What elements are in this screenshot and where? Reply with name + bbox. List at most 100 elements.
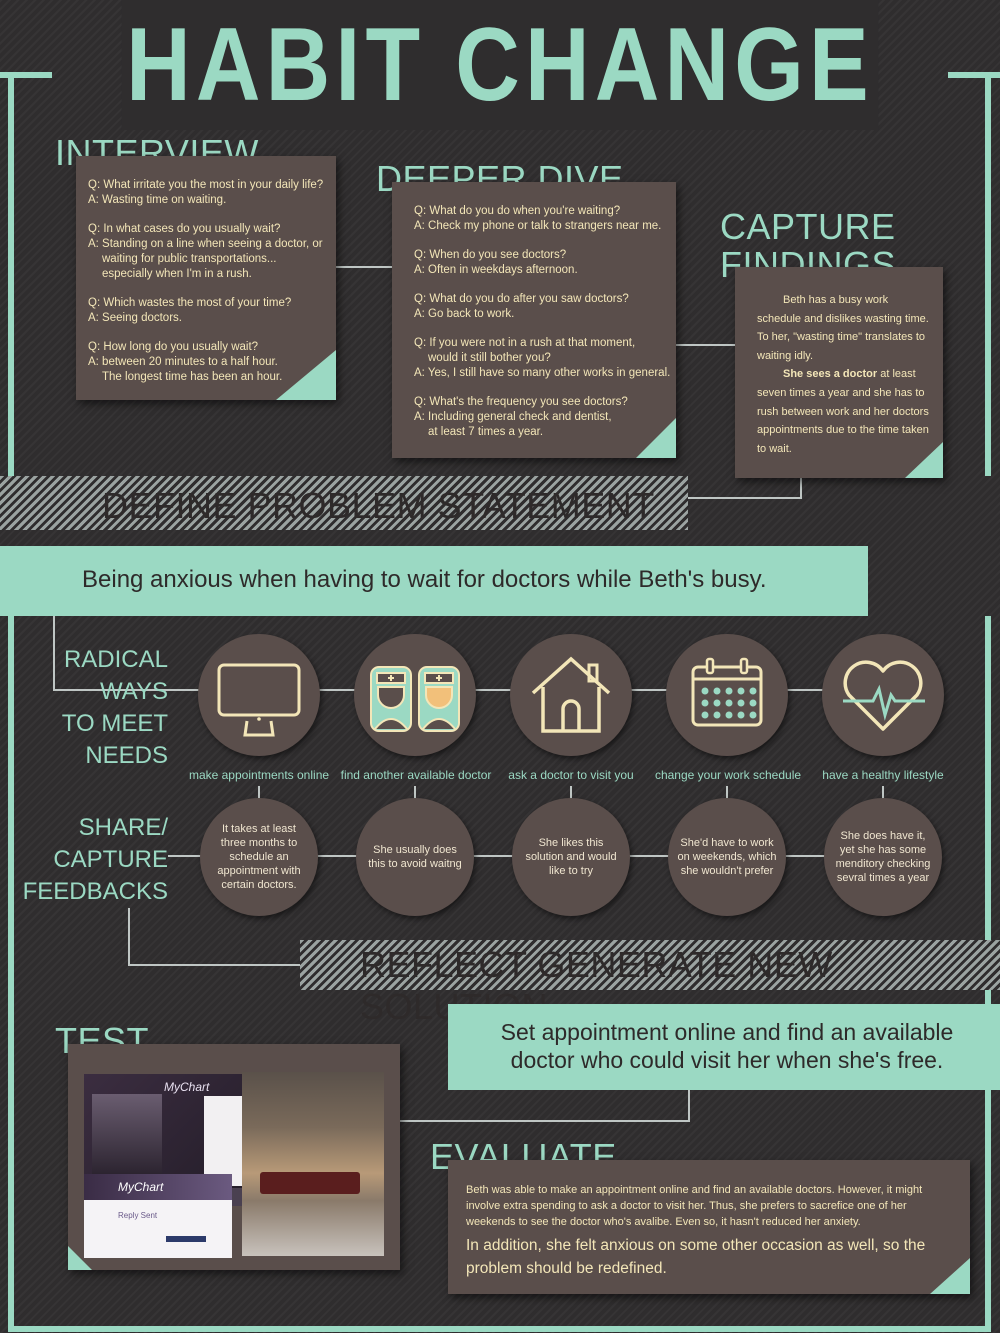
screenshot-1-image bbox=[92, 1094, 162, 1174]
connector-v1 bbox=[258, 786, 260, 802]
page-curl-icon bbox=[930, 1258, 970, 1294]
connector-problem-radical-v bbox=[53, 616, 55, 690]
deeper-answer-2: A: Often in weekdays afternoon. bbox=[414, 264, 578, 276]
screenshot-2-header bbox=[84, 1174, 232, 1200]
radical-way-4 bbox=[666, 634, 788, 756]
interview-qa-3: Q: Which wastes the most of your time? A:… bbox=[88, 296, 336, 326]
interview-card: Q: What irritate you the most in your da… bbox=[76, 156, 336, 400]
problem-statement-text: Being anxious when having to wait for do… bbox=[82, 566, 767, 593]
connector-feedback-row bbox=[168, 855, 828, 857]
connector-solution-test-v bbox=[688, 1090, 690, 1122]
interview-answer-1: A: Wasting time on waiting. bbox=[88, 194, 227, 206]
frame-line-bottom bbox=[8, 1326, 991, 1332]
monitor-icon bbox=[217, 663, 301, 737]
evaluate-para1: Beth was able to make an appointment onl… bbox=[466, 1184, 923, 1228]
feedbacks-label: SHARE/ CAPTURE FEEDBACKS bbox=[20, 812, 168, 908]
feedbacks-label-line2: CAPTURE bbox=[53, 846, 168, 873]
interview-qa-4: Q: How long do you usually wait? A: betwe… bbox=[88, 340, 336, 385]
deeper-answer-3: A: Go back to work. bbox=[414, 308, 515, 320]
feedback-1-text: It takes at least three months to schedu… bbox=[217, 823, 301, 891]
interview-question-3: Q: Which wastes the most of your time? bbox=[88, 297, 292, 309]
interview-answer-4-line2: The longest time has been an hour. bbox=[102, 371, 283, 383]
capture-findings-card: Beth has a busy work schedule and dislik… bbox=[735, 267, 943, 478]
interview-question-4: Q: How long do you usually wait? bbox=[88, 341, 259, 353]
deeper-qa-4: Q: If you were not in a rush at that mom… bbox=[414, 336, 676, 381]
deeper-qa-5: Q: What's the frequency you see doctors?… bbox=[414, 395, 676, 440]
deeper-qa-1: Q: What do you do when you're waiting? A:… bbox=[414, 204, 676, 234]
deeper-question-1: Q: What do you do when you're waiting? bbox=[414, 205, 621, 217]
mychart-brand-1: MyChart bbox=[164, 1080, 210, 1094]
solution-text: Set appointment online and find an avail… bbox=[462, 1018, 992, 1074]
calendar-icon bbox=[691, 657, 763, 727]
problem-statement-bar bbox=[0, 546, 868, 616]
connector-v3 bbox=[570, 786, 572, 802]
frame-line-right-top bbox=[985, 72, 991, 476]
radical-way-2 bbox=[354, 634, 476, 756]
frame-line-left-mid bbox=[8, 616, 14, 1332]
feedbacks-label-line3: FEEDBACKS bbox=[22, 878, 168, 905]
heart-pulse-icon bbox=[843, 660, 925, 731]
radical-ways-label-line2: WAYS bbox=[99, 678, 168, 705]
solution-text-line1: Set appointment online and find an avail… bbox=[500, 1019, 954, 1045]
interview-question-1: Q: What irritate you the most in your da… bbox=[88, 179, 324, 191]
feedback-3: She likes this solution and would like t… bbox=[512, 798, 630, 916]
radical-way-3-label: ask a doctor to visit you bbox=[508, 768, 634, 782]
radical-way-1 bbox=[198, 634, 320, 756]
feedback-5-text: She does have it, yet she has some mendi… bbox=[835, 830, 931, 884]
radical-way-5 bbox=[822, 634, 944, 756]
connector-v5 bbox=[882, 786, 884, 802]
waiting-room-chairs bbox=[260, 1172, 360, 1194]
mychart-screenshot-2: MyChart Reply Sent bbox=[84, 1174, 232, 1258]
deeper-question-4-line2: would it still bother you? bbox=[428, 352, 551, 364]
page-curl-icon bbox=[68, 1246, 92, 1270]
page-curl-icon bbox=[276, 350, 336, 400]
connector-v2 bbox=[414, 786, 416, 802]
deeper-answer-5: A: Including general check and dentist, bbox=[414, 411, 612, 423]
page-title: HABIT CHANGE bbox=[121, 0, 879, 130]
interview-answer-2: A: Standing on a line when seeing a doct… bbox=[88, 238, 323, 250]
capture-findings-bold: She sees a doctor bbox=[783, 368, 878, 381]
radical-way-3 bbox=[510, 634, 632, 756]
deeper-dive-card: Q: What do you do when you're waiting? A:… bbox=[392, 182, 676, 458]
interview-qa-2: Q: In what cases do you usually wait? A: … bbox=[88, 222, 336, 282]
frame-line-top-right bbox=[948, 72, 1000, 78]
solution-text-line2: doctor who could visit her when she's fr… bbox=[510, 1047, 944, 1073]
define-problem-banner bbox=[0, 476, 688, 530]
reflect-heading: REFLECT GENERATE NEW SOLUTION bbox=[360, 944, 833, 1027]
interview-answer-2-line2: waiting for public transportations... bbox=[102, 253, 277, 265]
radical-ways-label-line3: TO MEET bbox=[61, 710, 168, 737]
frame-line-top-left bbox=[0, 72, 52, 78]
deeper-qa-2: Q: When do you see doctors? A: Often in w… bbox=[414, 248, 676, 278]
radical-ways-label: RADICAL WAYS TO MEET NEEDS bbox=[30, 644, 168, 772]
connector-problem-radical-h bbox=[53, 689, 199, 691]
solution-bar bbox=[448, 1004, 1000, 1090]
deeper-question-2: Q: When do you see doctors? bbox=[414, 249, 567, 261]
deeper-answer-5-line2: at least 7 times a year. bbox=[428, 426, 544, 438]
interview-answer-2-line3: especially when I'm in a rush. bbox=[102, 268, 252, 280]
feedbacks-label-line1: SHARE/ bbox=[78, 814, 168, 841]
feedback-5: She does have it, yet she has some mendi… bbox=[824, 798, 942, 916]
feedback-3-text: She likes this solution and would like t… bbox=[525, 837, 617, 877]
radical-way-2-label: find another available doctor bbox=[340, 768, 492, 782]
capture-findings-heading-line1: CAPTURE bbox=[720, 206, 896, 247]
house-icon bbox=[531, 656, 611, 733]
screenshot-2-button bbox=[166, 1236, 206, 1242]
screenshot-2-title: Reply Sent bbox=[118, 1211, 158, 1220]
deeper-answer-4: A: Yes, I still have so many other works… bbox=[414, 367, 671, 379]
connector-solution-test-h bbox=[400, 1120, 690, 1122]
feedback-1: It takes at least three months to schedu… bbox=[200, 798, 318, 916]
radical-ways-label-line1: RADICAL bbox=[63, 646, 168, 673]
radical-way-5-label: have a healthy lifestyle bbox=[822, 768, 944, 782]
interview-question-2: Q: In what cases do you usually wait? bbox=[88, 223, 281, 235]
connector-capture-define-v bbox=[800, 478, 802, 498]
interview-answer-3: A: Seeing doctors. bbox=[88, 312, 182, 324]
deeper-answer-1: A: Check my phone or talk to strangers n… bbox=[414, 220, 662, 232]
feedback-2: She usually does this to avoid waitng bbox=[356, 798, 474, 916]
connector-interview-deeper bbox=[335, 266, 393, 268]
nurses-icon bbox=[370, 666, 460, 732]
deeper-question-4: Q: If you were not in a rush at that mom… bbox=[414, 337, 636, 349]
test-card: MyChart MyChart Reply Sent bbox=[68, 1044, 400, 1270]
page-curl-icon bbox=[636, 418, 676, 458]
reflect-banner bbox=[300, 940, 1000, 990]
evaluate-para2: In addition, she felt anxious on some ot… bbox=[466, 1237, 926, 1277]
